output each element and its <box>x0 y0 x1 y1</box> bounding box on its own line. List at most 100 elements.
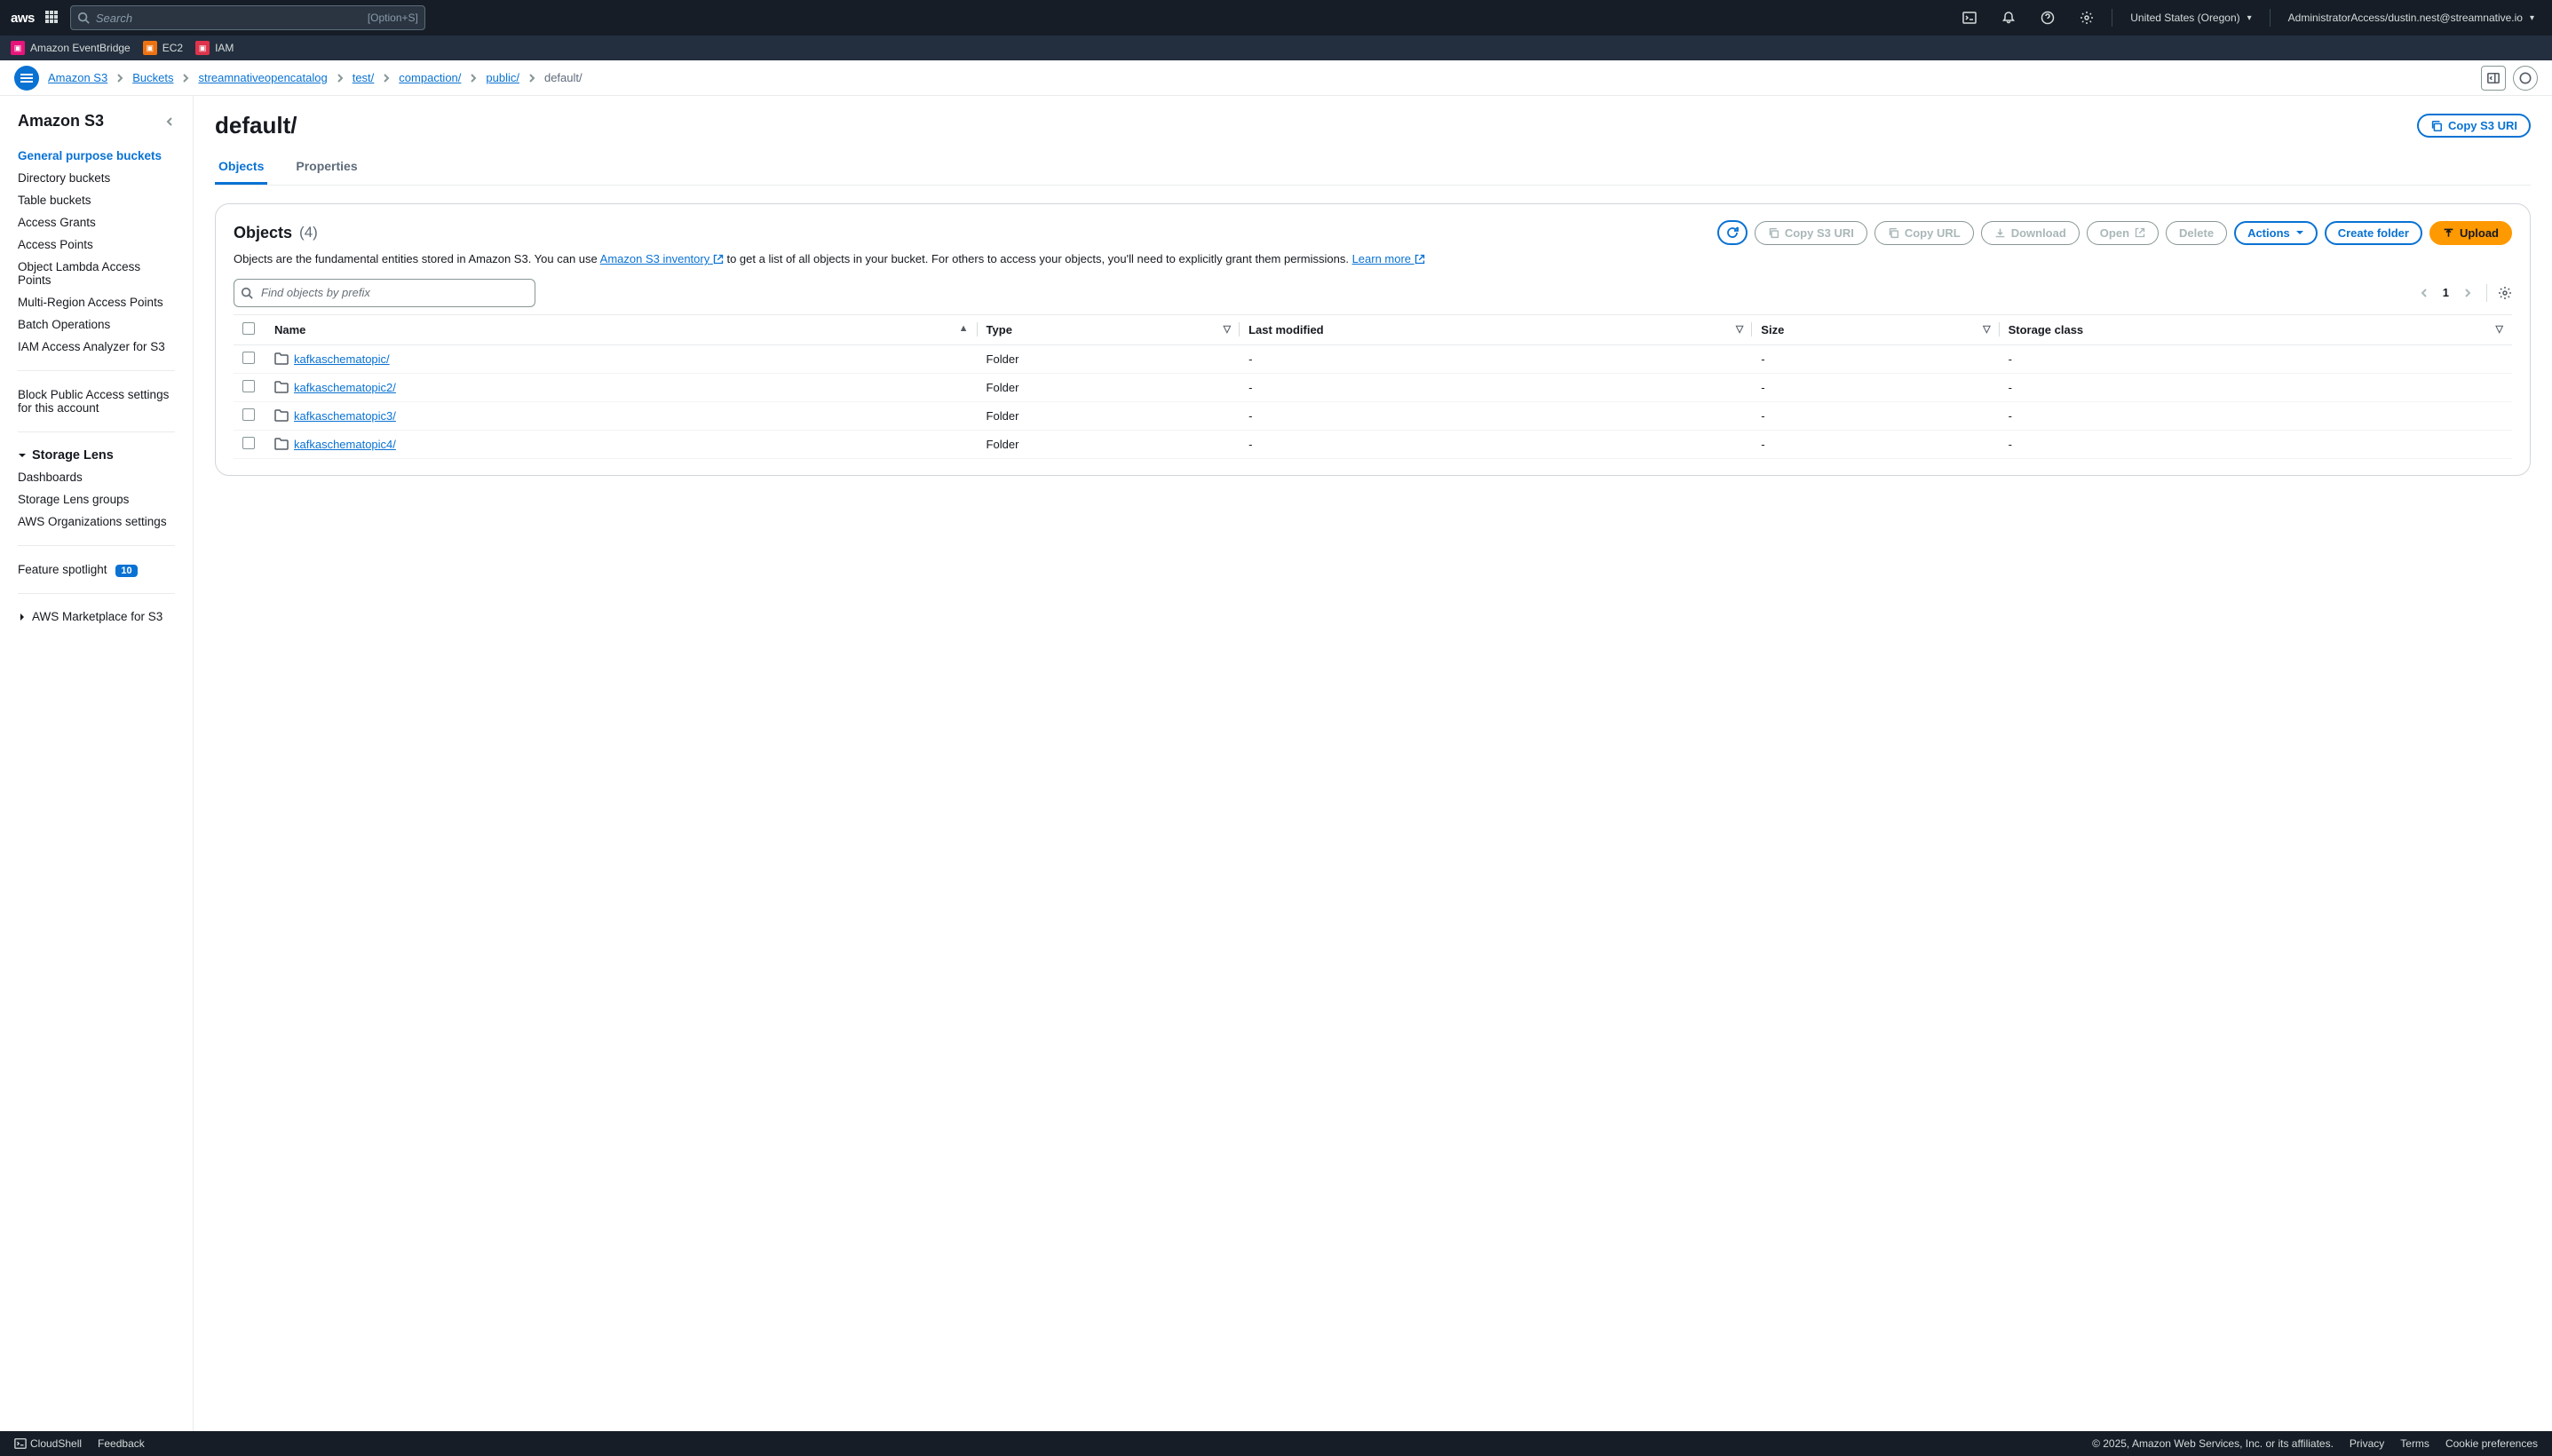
help-panel-icon[interactable] <box>2513 66 2538 91</box>
favorite-item[interactable]: ▣EC2 <box>143 41 183 55</box>
column-size[interactable]: Size▽ <box>1752 314 1999 344</box>
region-selector[interactable]: United States (Oregon) <box>2123 12 2258 24</box>
notifications-icon[interactable] <box>1994 4 2023 32</box>
actions-dropdown[interactable]: Actions <box>2234 221 2318 245</box>
filter-input[interactable] <box>234 279 535 307</box>
cell-last-modified: - <box>1240 430 1752 458</box>
sidebar-item[interactable]: Dashboards <box>18 466 175 488</box>
learn-more-link[interactable]: Learn more <box>1352 252 1425 265</box>
nav-menu-toggle[interactable] <box>14 66 39 91</box>
cloudshell-link[interactable]: CloudShell <box>14 1437 82 1450</box>
panel-toggle-icon[interactable] <box>2481 66 2506 91</box>
cell-type: Folder <box>978 344 1240 373</box>
object-name-link[interactable]: kafkaschematopic/ <box>294 352 390 366</box>
sidebar-item[interactable]: AWS Organizations settings <box>18 510 175 533</box>
copy-s3-uri-header-button[interactable]: Copy S3 URI <box>2417 114 2531 138</box>
cell-last-modified: - <box>1240 373 1752 401</box>
row-checkbox[interactable] <box>242 437 255 449</box>
breadcrumb-link[interactable]: public/ <box>486 71 519 84</box>
breadcrumb-current: default/ <box>544 71 583 84</box>
breadcrumb-link[interactable]: test/ <box>353 71 375 84</box>
cell-last-modified: - <box>1240 401 1752 430</box>
cell-type: Folder <box>978 373 1240 401</box>
copy-url-button[interactable]: Copy URL <box>1874 221 1974 245</box>
sidebar-storage-lens-header[interactable]: Storage Lens <box>18 445 175 466</box>
chevron-right-icon <box>116 73 123 83</box>
sidebar-item[interactable]: Directory buckets <box>18 167 175 189</box>
cell-type: Folder <box>978 430 1240 458</box>
settings-icon[interactable] <box>2073 4 2101 32</box>
cell-size: - <box>1752 430 1999 458</box>
main-content: default/ Copy S3 URI Objects Properties … <box>194 96 2552 1431</box>
chevron-right-icon <box>383 73 390 83</box>
breadcrumb-link[interactable]: Amazon S3 <box>48 71 107 84</box>
object-name-link[interactable]: kafkaschematopic2/ <box>294 381 396 394</box>
sidebar-item[interactable]: IAM Access Analyzer for S3 <box>18 336 175 358</box>
object-name-link[interactable]: kafkaschematopic4/ <box>294 438 396 451</box>
cookies-link[interactable]: Cookie preferences <box>2445 1437 2538 1450</box>
pager-prev[interactable] <box>2416 285 2432 301</box>
privacy-link[interactable]: Privacy <box>2350 1437 2384 1450</box>
cell-type: Folder <box>978 401 1240 430</box>
favorite-label: IAM <box>215 42 234 54</box>
filter-wrap <box>234 279 535 307</box>
column-name[interactable]: Name▲ <box>266 314 978 344</box>
aws-logo[interactable]: aws <box>11 11 35 26</box>
sidebar-item[interactable]: Multi-Region Access Points <box>18 291 175 313</box>
help-icon[interactable] <box>2033 4 2062 32</box>
object-name-link[interactable]: kafkaschematopic3/ <box>294 409 396 423</box>
sidebar-collapse-icon[interactable] <box>164 116 175 127</box>
sidebar-block-public[interactable]: Block Public Access settings for this ac… <box>18 384 175 419</box>
sidebar-marketplace[interactable]: AWS Marketplace for S3 <box>18 606 175 627</box>
account-selector[interactable]: AdministratorAccess/dustin.nest@streamna… <box>2281 12 2541 24</box>
sidebar-item[interactable]: General purpose buckets <box>18 145 175 167</box>
tabs: Objects Properties <box>215 152 2531 186</box>
favorite-label: EC2 <box>162 42 183 54</box>
cloudshell-icon[interactable] <box>1955 4 1984 32</box>
column-storage-class[interactable]: Storage class▽ <box>2000 314 2512 344</box>
terms-link[interactable]: Terms <box>2400 1437 2429 1450</box>
upload-button[interactable]: Upload <box>2429 221 2512 245</box>
sort-icon: ▲ <box>959 323 969 334</box>
feedback-link[interactable]: Feedback <box>98 1437 145 1450</box>
objects-panel: Objects (4) Copy S3 URI Copy URL <box>215 203 2531 476</box>
top-nav: aws [Option+S] United States (Oregon) Ad… <box>0 0 2552 36</box>
column-type[interactable]: Type▽ <box>978 314 1240 344</box>
sidebar-item[interactable]: Storage Lens groups <box>18 488 175 510</box>
tab-objects[interactable]: Objects <box>215 152 267 185</box>
breadcrumb-link[interactable]: Buckets <box>132 71 173 84</box>
chevron-right-icon <box>182 73 189 83</box>
delete-button[interactable]: Delete <box>2166 221 2227 245</box>
cell-storage-class: - <box>2000 373 2512 401</box>
services-grid-icon[interactable] <box>45 11 59 25</box>
copy-s3-uri-button[interactable]: Copy S3 URI <box>1755 221 1867 245</box>
column-last-modified[interactable]: Last modified▽ <box>1240 314 1752 344</box>
row-checkbox[interactable] <box>242 352 255 364</box>
sidebar-item[interactable]: Batch Operations <box>18 313 175 336</box>
row-checkbox[interactable] <box>242 380 255 392</box>
tab-properties[interactable]: Properties <box>292 152 361 185</box>
search-shortcut-hint: [Option+S] <box>368 12 418 24</box>
panel-title: Objects <box>234 224 292 242</box>
breadcrumb-link[interactable]: streamnativeopencatalog <box>198 71 327 84</box>
sort-icon: ▽ <box>1983 323 1990 335</box>
favorite-item[interactable]: ▣Amazon EventBridge <box>11 41 131 55</box>
open-button[interactable]: Open <box>2087 221 2159 245</box>
create-folder-button[interactable]: Create folder <box>2325 221 2422 245</box>
sidebar-item[interactable]: Table buckets <box>18 189 175 211</box>
select-all-checkbox[interactable] <box>242 322 255 335</box>
breadcrumb-link[interactable]: compaction/ <box>399 71 461 84</box>
refresh-button[interactable] <box>1717 220 1748 245</box>
sidebar-item[interactable]: Object Lambda Access Points <box>18 256 175 291</box>
row-checkbox[interactable] <box>242 408 255 421</box>
table-settings-icon[interactable] <box>2498 286 2512 300</box>
download-button[interactable]: Download <box>1981 221 2080 245</box>
global-search: [Option+S] <box>70 5 425 30</box>
favorite-item[interactable]: ▣IAM <box>195 41 234 55</box>
sidebar: Amazon S3 General purpose bucketsDirecto… <box>0 96 194 1431</box>
inventory-link[interactable]: Amazon S3 inventory <box>600 252 724 265</box>
sidebar-item[interactable]: Access Grants <box>18 211 175 233</box>
pager-next[interactable] <box>2460 285 2476 301</box>
sidebar-item[interactable]: Access Points <box>18 233 175 256</box>
sidebar-feature-spotlight[interactable]: Feature spotlight 10 <box>18 558 175 581</box>
